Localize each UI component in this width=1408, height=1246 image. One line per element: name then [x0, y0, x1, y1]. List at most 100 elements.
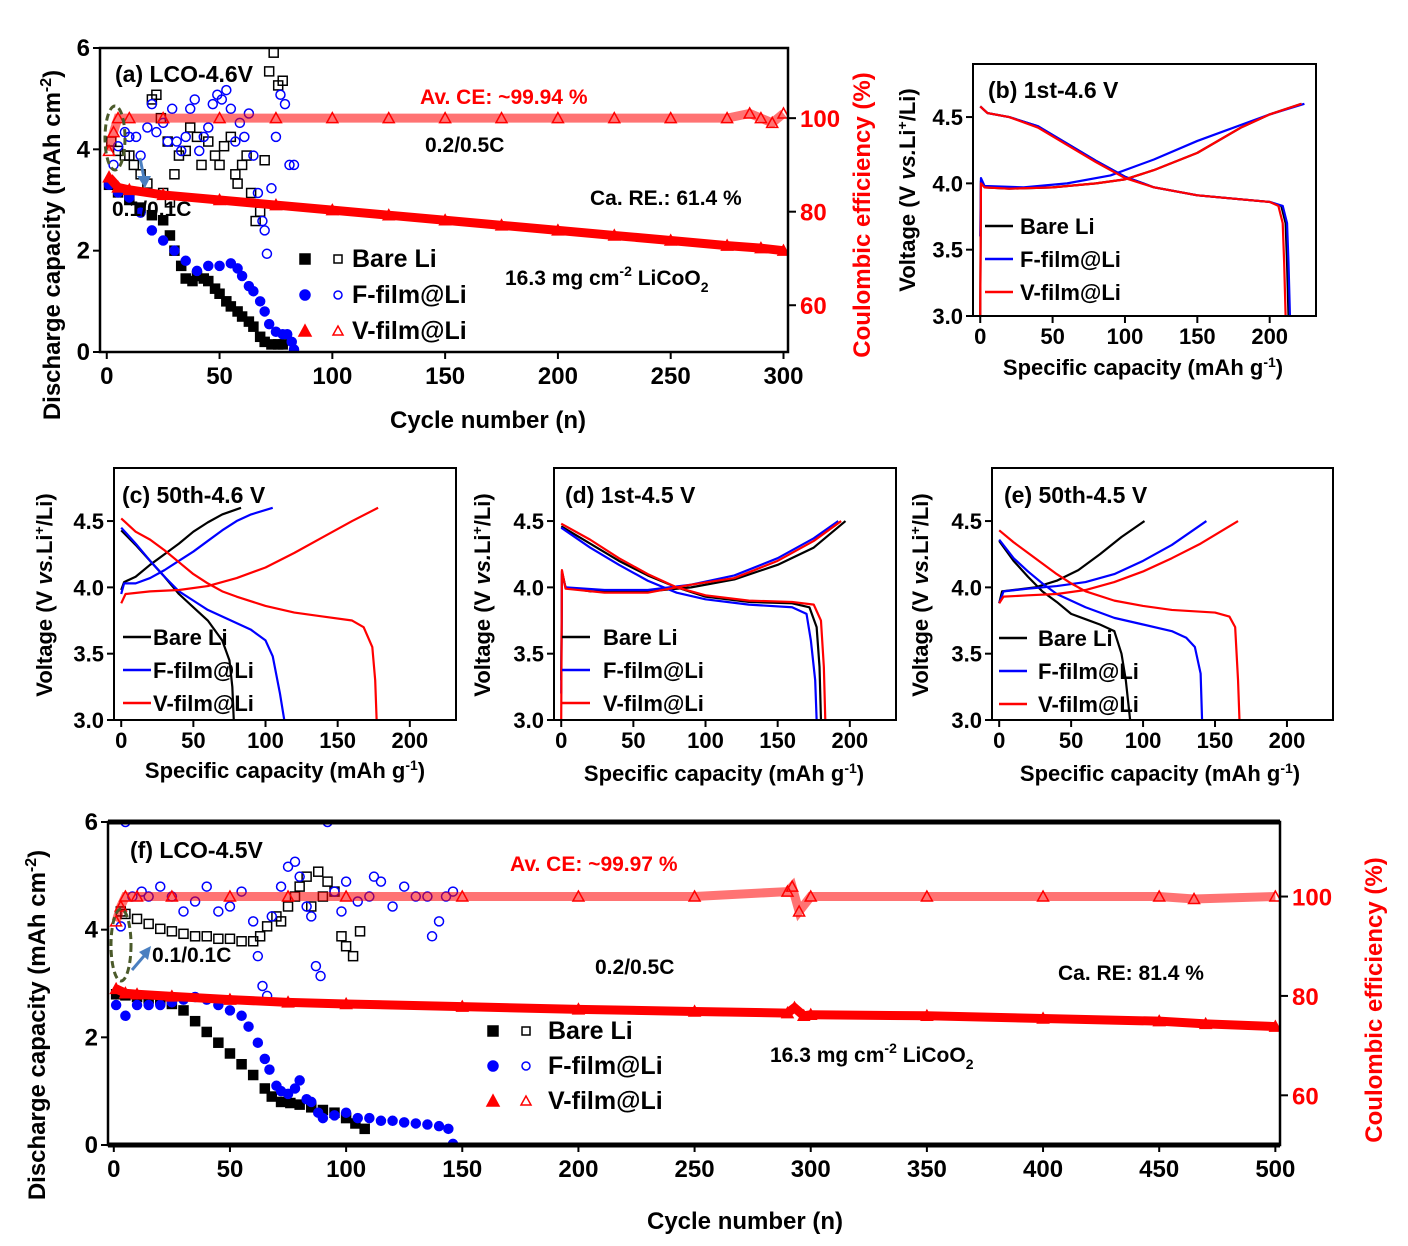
f-bare-li-ce-point [236, 936, 247, 947]
a-v-film-li-ce-point [754, 111, 768, 124]
f-f-film-li-capacity-point [224, 1005, 236, 1016]
f-v-film-li-ce-point [687, 889, 702, 902]
a-v-film-li-capacity-point [551, 223, 565, 236]
f-v-film-li-ce-point [920, 889, 934, 902]
f-f-film-li-ce-point [315, 970, 326, 982]
f-bare-li-ce-point [178, 928, 189, 940]
x-tick-label: 200 [558, 1156, 598, 1183]
f-v-film-li-capacity-point [223, 992, 237, 1005]
f-v-film-li-capacity-point [920, 1008, 934, 1022]
panel-f-retention: Ca. RE: 81.4 % [1058, 962, 1204, 985]
a-f-film-li-ce-point [216, 94, 228, 105]
a-v-film-li-ce-point [438, 111, 452, 124]
d-f-film-li-discharge-curve [560, 526, 818, 720]
x-tick-label: 400 [1023, 1156, 1063, 1183]
x-tick-label: 250 [651, 363, 691, 390]
panel-d-legend-bare-li: Bare Li [603, 625, 678, 650]
panel-f-x-axis-label: Cycle number (n) [647, 1208, 843, 1235]
a-v-film-li-capacity-band [105, 174, 784, 256]
f-v-film-li-capacity-point [130, 987, 144, 1000]
panel-f-labels: (f) LCO-4.5V Av. CE: ~99.97 % 0.2/0.5C 0… [23, 837, 1388, 1235]
a-v-film-li-legend-filled-marker [297, 323, 313, 337]
a-v-film-li-capacity-point [102, 170, 116, 183]
panel-a-loading: 16.3 mg cm-2 LiCoO2 [505, 263, 709, 295]
panel-c-title: (c) 50th-4.6 V [122, 482, 266, 508]
a-f-film-li-capacity-point [254, 296, 266, 307]
x-tick-label: 50 [206, 363, 233, 390]
panel-b-labels: (b) 1st-4.6 V Voltage (V vs.Li+/Li) Spec… [894, 77, 1283, 380]
f-v-film-li-ce-point [792, 904, 806, 917]
f-f-film-li-ce-point [275, 881, 287, 892]
panel-d-legend-f-film: F-film@Li [603, 658, 704, 683]
a-v-film-li-capacity-point [776, 243, 788, 256]
f-bare-li-capacity-point [275, 1096, 287, 1108]
f-f-film-li-ce-point [310, 960, 322, 972]
a-f-film-li-capacity-point [225, 258, 237, 269]
f-bare-li-ce-point [261, 921, 273, 932]
y-tick-label: 3.0 [73, 708, 104, 733]
f-bare-li-capacity-point [359, 1123, 370, 1135]
a-v-film-li-capacity-point [212, 192, 227, 206]
a-bare-li-capacity-point [248, 321, 259, 332]
a-bare-li-ce-point [214, 159, 225, 171]
a-f-film-li-ce-point [266, 183, 277, 194]
f-v-film-li-legend-filled-marker [485, 1093, 501, 1107]
a-bare-li-ce-point [263, 66, 275, 77]
f-v-film-li-capacity-point [455, 999, 470, 1012]
y-tick-label: 3.5 [513, 642, 544, 667]
f-f-film-li-capacity-point [340, 1107, 352, 1118]
a-f-film-li-ce-point [180, 131, 191, 143]
f-v-film-li-ce-point [339, 889, 353, 902]
f-f-film-li-capacity-point [282, 1088, 294, 1100]
a-bare-li-ce-point [209, 150, 221, 161]
a-bare-li-ce-point [232, 178, 243, 189]
a-bare-li-ce-point [191, 131, 203, 143]
d-bare-li-discharge-curve [560, 525, 823, 720]
b-v-film-li-charge-curve [979, 102, 1302, 316]
b-f-film-li-charge-curve [979, 102, 1305, 237]
x-tick-label: 200 [538, 363, 578, 390]
x-tick-label: 100 [1107, 324, 1144, 349]
a-f-film-li-ce-point [166, 103, 178, 115]
panel-e-y-axis-label: Voltage (V vs.Li+/Li) [907, 493, 933, 696]
panel-e-legend-f-film: F-film@Li [1038, 659, 1139, 684]
y2-tick-label: 80 [800, 200, 827, 227]
f-f-film-li-legend-filled-marker [487, 1060, 499, 1072]
e-bare-li-discharge-curve [998, 540, 1132, 720]
f-v-film-li-ce-point [281, 889, 295, 902]
y2-tick-label: 100 [800, 106, 840, 133]
a-v-film-li-ce-point [122, 111, 137, 124]
a-bare-li-ce-point [277, 75, 288, 86]
y-tick-label: 3.0 [932, 304, 963, 329]
x-tick-label: 150 [442, 1156, 482, 1183]
panel-f-rate-low: 0.1/0.1C [152, 944, 231, 967]
e-f-film-li-discharge-curve [998, 538, 1204, 720]
f-bare-li-ce-point [301, 871, 312, 882]
f-f-film-li-ce-point [213, 906, 224, 917]
y2-tick-label: 60 [1292, 1083, 1319, 1110]
y-tick-label: 6 [85, 809, 98, 836]
f-bare-li-capacity-point [259, 1083, 271, 1094]
panel-f-rate-high: 0.2/0.5C [595, 956, 674, 979]
x-tick-label: 150 [1179, 324, 1216, 349]
f-v-film-li-capacity-point [803, 1007, 818, 1020]
a-bare-li-ce-point [184, 122, 196, 133]
f-f-film-li-ce-point [289, 856, 301, 868]
x-tick-label: 0 [107, 1156, 120, 1183]
f-f-film-li-capacity-point [410, 1118, 422, 1129]
f-v-film-li-ce-point [571, 889, 586, 902]
y-tick-label: 3.5 [73, 642, 104, 667]
f-bare-li-ce-point [306, 901, 317, 912]
a-f-film-li-capacity-point [232, 263, 243, 274]
panel-f: 0 50 100 150 200 250 300 350 400 450 500 0 2 4 6 60 80 10… [85, 809, 1332, 1183]
f-bare-li-capacity-point [213, 1037, 224, 1048]
f-v-film-li-ce-point [785, 879, 799, 892]
x-tick-label: 50 [1040, 324, 1064, 349]
f-f-film-li-capacity-point [317, 1112, 329, 1124]
f-v-film-li-ce-point [1152, 889, 1166, 902]
a-v-film-li-ce-point [156, 111, 170, 124]
a-v-film-li-ce-point [212, 111, 227, 124]
a-f-film-li-capacity-point [288, 344, 300, 352]
a-bare-li-capacity-point [164, 230, 176, 241]
f-bare-li-ce-point [312, 866, 324, 877]
